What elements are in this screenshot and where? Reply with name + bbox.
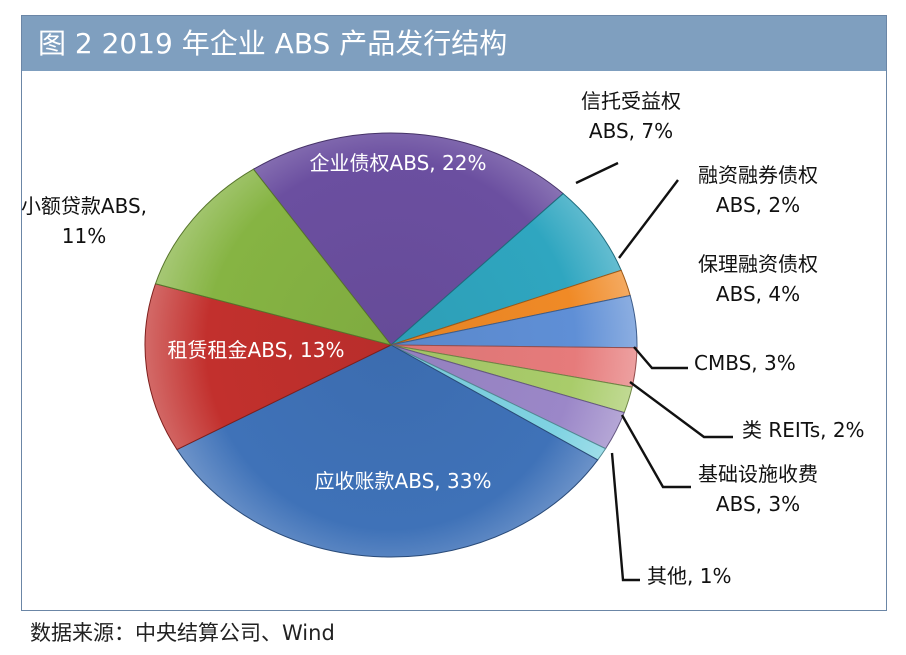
slice-label: 其他, 1% <box>647 564 731 588</box>
leader-line <box>618 179 679 259</box>
data-source: 数据来源：中央结算公司、Wind <box>30 621 335 645</box>
leader-line <box>575 161 619 185</box>
pie-slice <box>144 283 393 451</box>
leader-line <box>633 346 688 370</box>
slice-label: 小额贷款ABS, 11% <box>21 194 147 248</box>
slice-label: 类 REITs, 2% <box>742 418 865 442</box>
chart-title: 图 2 2019 年企业 ABS 产品发行结构 <box>22 16 886 71</box>
slice-label: 应收账款ABS, 33% <box>315 469 492 493</box>
leader-line <box>610 452 640 582</box>
slice-label: 信托受益权 ABS, 7% <box>581 89 681 143</box>
slice-label: CMBS, 3% <box>694 351 796 375</box>
slice-label: 企业债权ABS, 22% <box>310 151 487 175</box>
slice-label: 保理融资债权 ABS, 4% <box>698 252 818 306</box>
slice-label: 融资融券债权 ABS, 2% <box>698 163 818 217</box>
pie-slice <box>154 168 393 346</box>
slice-label: 租赁租金ABS, 13% <box>168 338 345 362</box>
slice-label: 基础设施收费 ABS, 3% <box>698 462 818 516</box>
pie-slice <box>252 132 564 346</box>
pie-slice <box>176 344 599 558</box>
leader-line <box>629 381 733 439</box>
pie-slice <box>390 192 622 346</box>
leader-line <box>620 414 691 489</box>
